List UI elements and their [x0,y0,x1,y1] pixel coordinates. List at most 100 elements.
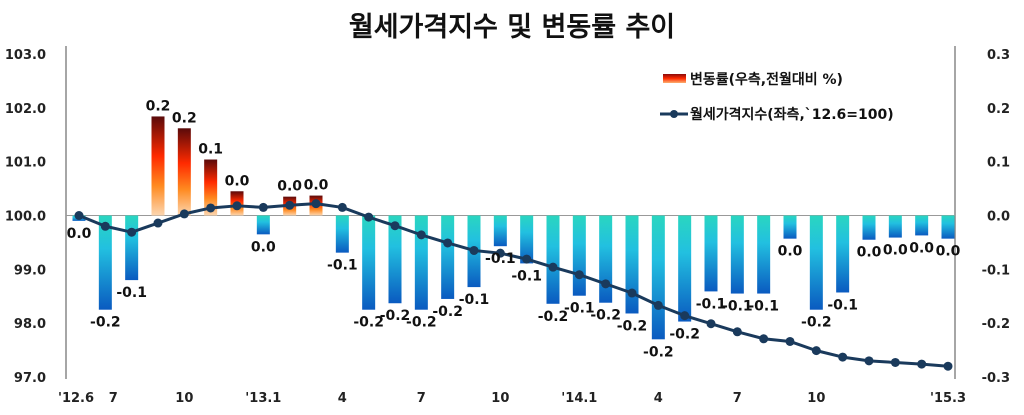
bar-data-label: -0.2 [643,344,674,360]
index-point [522,254,532,264]
index-point [732,327,742,337]
bar-data-label: -0.1 [485,251,516,267]
index-point [232,201,242,211]
bar-data-label: -0.1 [722,299,753,315]
bar-data-label: 0.0 [857,245,882,261]
bar [125,215,139,281]
bar [941,215,955,239]
bar-data-label: -0.2 [617,318,648,334]
index-point [153,218,163,228]
bar [809,215,823,310]
index-point [601,279,611,289]
bar-data-label: 0.0 [277,179,302,195]
bar-data-label: -0.1 [827,297,858,313]
bar [915,215,929,236]
bar [414,215,428,310]
bar [836,215,850,293]
right-tick-label: -0.3 [982,371,1010,386]
x-tick-label: 7 [109,391,118,406]
bar-data-label: 0.2 [146,98,171,114]
index-point [469,245,479,255]
left-tick-label: 103.0 [5,48,46,63]
index-point [495,248,505,258]
bar [388,215,402,304]
bar-data-label: -0.2 [538,309,569,325]
bar-data-label: -0.1 [327,258,358,274]
bar-data-label: -0.2 [669,327,700,343]
bar [651,215,665,340]
bar [757,215,771,294]
bar [441,215,455,299]
bar [572,215,586,296]
right-tick-label: 0.2 [987,102,1010,117]
bar [493,215,507,247]
index-line [78,202,949,368]
bar-data-label: -0.1 [696,296,727,312]
x-tick-label: 10 [175,391,193,406]
bar-data-label: -0.1 [564,301,595,317]
legend-bar-swatch [663,74,686,83]
bar [520,215,534,264]
legend-line-marker [670,110,678,118]
index-point [74,211,84,220]
index-point [680,311,690,321]
index-point [574,270,584,280]
x-tick-label: 7 [417,391,426,406]
index-point [258,202,268,212]
left-tick-label: 97.0 [14,371,46,386]
bar-data-label: -0.1 [748,299,779,315]
data-labels: 0.0-0.2-0.10.20.20.10.00.00.0 0.0-0.1-0.2… [67,98,961,360]
bar [783,215,797,239]
bar-data-label: 0.1 [198,142,223,158]
index-point [390,221,400,231]
x-tick-label: 4 [654,391,663,406]
bar-data-label: -0.2 [432,304,463,320]
bar [151,116,165,216]
x-tick-label: '14.1 [561,391,597,406]
right-tick-label: 0.0 [987,210,1010,225]
bar [888,215,902,238]
bar-data-label: -0.1 [116,285,147,301]
legend: 변동률(우측,전월대비 %) 월세가격지수(좌측,`12.6=100) [660,71,894,123]
index-point [364,212,374,222]
bar-data-label: -0.2 [353,315,384,331]
x-tick-label: '13.1 [245,391,281,406]
bar-data-label: -0.2 [380,308,411,324]
x-tick-label: '12.6 [58,391,94,406]
left-tick-label: 101.0 [5,156,46,171]
index-point [311,199,321,209]
legend-bar-label: 변동률(우측,전월대비 %) [690,71,843,88]
bar-data-label: 0.0 [67,226,92,242]
bar-data-label: -0.2 [90,315,121,331]
bar [362,215,376,310]
right-tick-label: -0.2 [982,317,1010,332]
index-point [416,230,426,240]
index-point [443,238,453,248]
x-tick-label: 7 [733,391,742,406]
index-point [179,209,189,219]
x-tick-label: 10 [491,391,509,406]
index-point [627,288,637,298]
index-point [759,334,769,344]
bar-data-label: 0.0 [225,173,250,189]
bar [599,215,613,303]
bar [256,215,270,235]
index-point [100,221,110,231]
bar-series [72,116,955,340]
index-point [206,203,216,213]
x-tick-label: 10 [807,391,825,406]
axes: 97.098.099.0100.0101.0102.0103.0-0.3-0.2… [5,46,1010,406]
index-point [127,227,137,237]
index-point [785,336,795,346]
legend-line-label: 월세가격지수(좌측,`12.6=100) [690,106,894,123]
index-point [706,319,716,329]
bar [704,215,718,292]
bar-data-label: 0.0 [883,243,908,259]
x-tick-label: 4 [338,391,347,406]
right-tick-label: -0.1 [982,263,1010,278]
index-point [838,352,848,362]
index-point [285,200,295,210]
bar-data-label: 0.0 [936,244,961,260]
x-tick-label: '15.3 [930,391,966,406]
bar-data-label: -0.2 [801,315,832,331]
